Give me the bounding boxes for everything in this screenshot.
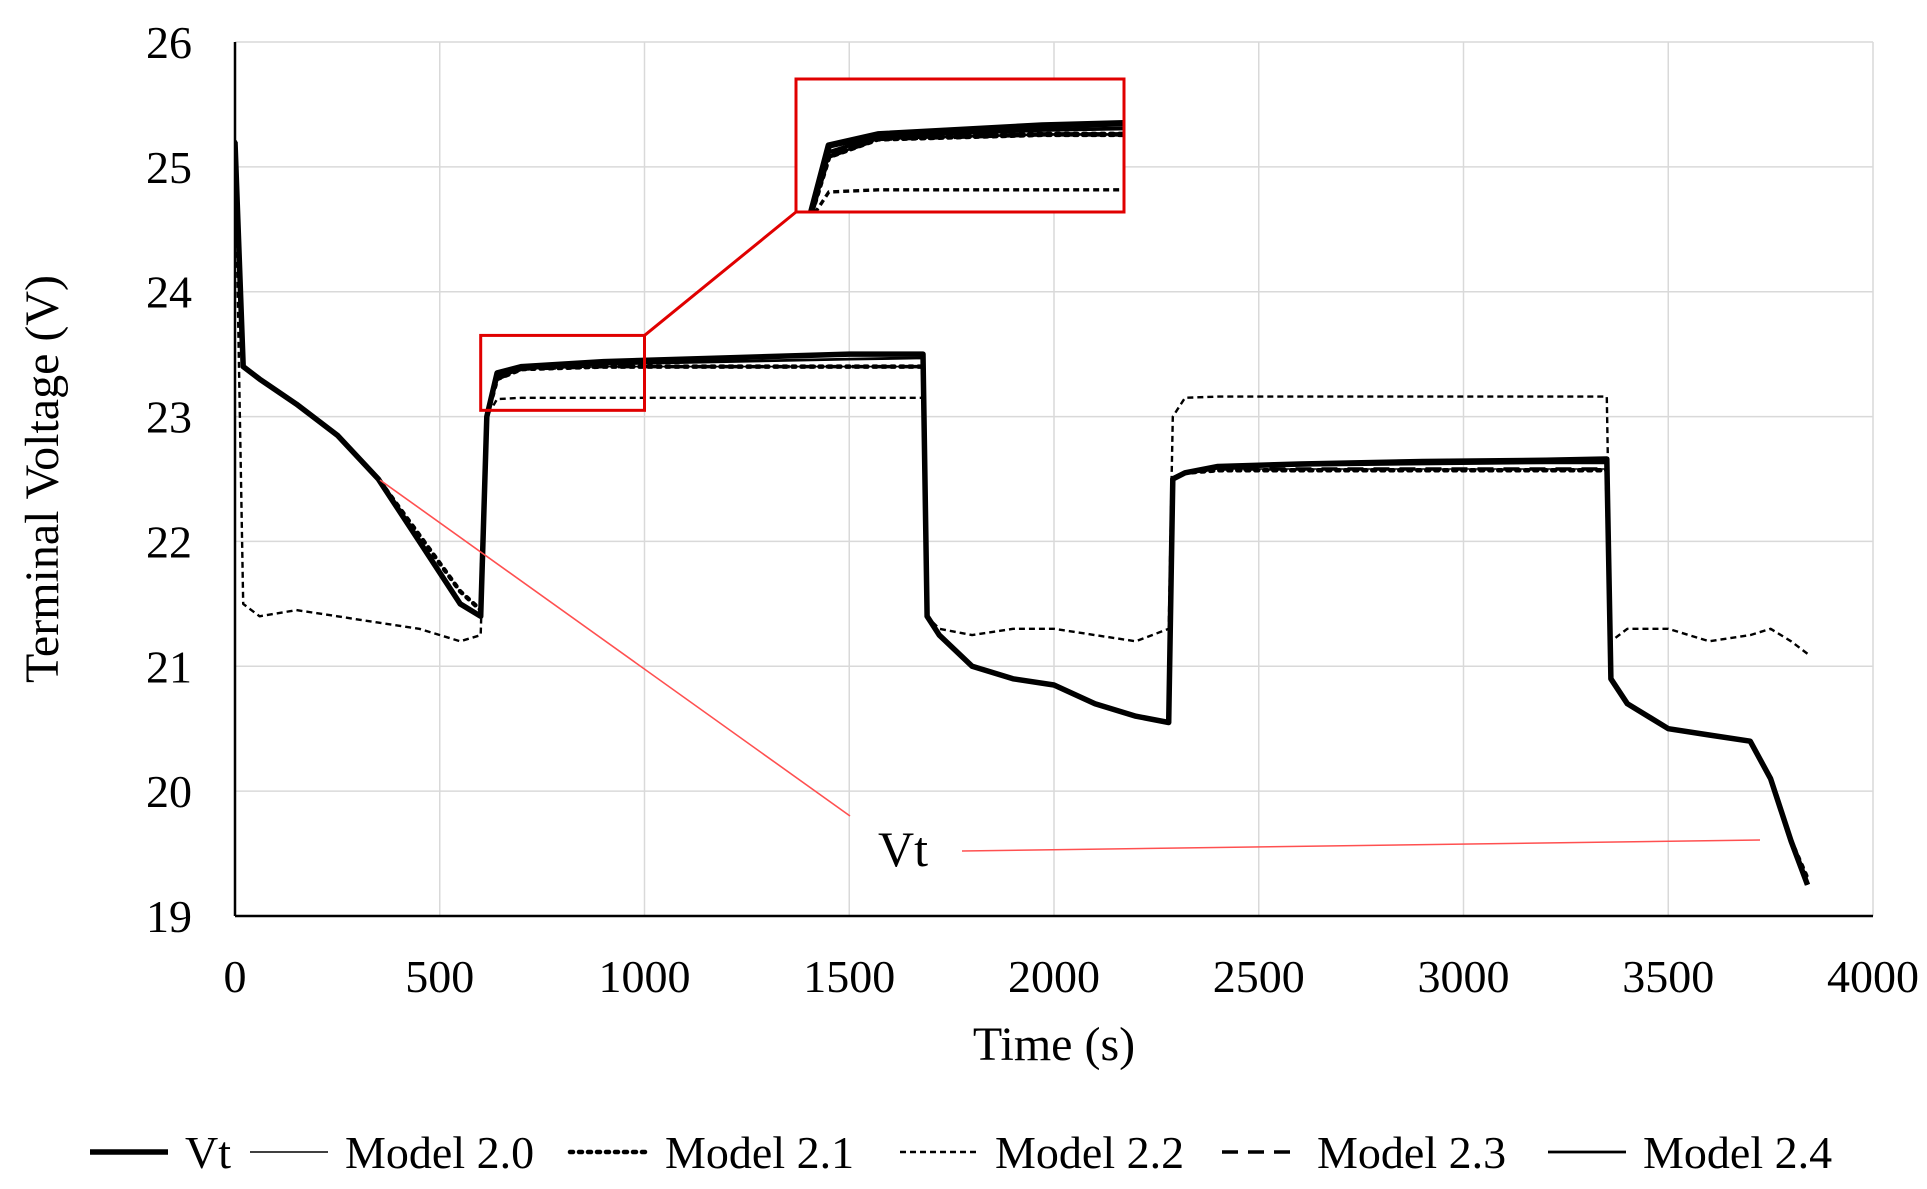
x-tick-label-6: 3000 <box>1418 951 1510 1002</box>
legend-label-model-2-1: Model 2.1 <box>665 1127 854 1178</box>
annotation-label: Vt <box>878 821 928 877</box>
x-tick-label-1: 500 <box>405 951 474 1002</box>
inset-box <box>794 77 1126 214</box>
x-tick-label-5: 2500 <box>1213 951 1305 1002</box>
series-model-2-4 <box>235 141 1809 886</box>
series-model-2-3 <box>235 141 1810 886</box>
y-axis-title: Terminal Voltage (V) <box>16 275 69 683</box>
x-tick-label-2: 1000 <box>599 951 691 1002</box>
legend-label-model-2-3: Model 2.3 <box>1317 1127 1506 1178</box>
legend-label-model-2-2: Model 2.2 <box>995 1127 1184 1178</box>
grid <box>234 41 1874 917</box>
legend-label-vt: Vt <box>185 1127 231 1178</box>
y-tick-label-5: 24 <box>146 267 192 318</box>
legend: Vt Model 2.0 Model 2.1 Model 2.2 Model 2.3 Mo… <box>90 1127 1832 1178</box>
zoom-connector-line <box>643 210 797 337</box>
annotation-leader-left <box>379 479 851 817</box>
x-tick-label-7: 3500 <box>1622 951 1714 1002</box>
x-tick-label-3: 1500 <box>803 951 895 1002</box>
y-tick-label-2: 21 <box>146 641 192 692</box>
y-tick-label-6: 25 <box>146 142 192 193</box>
y-tick-label-0: 19 <box>146 891 192 942</box>
x-tick-label-8: 4000 <box>1827 951 1919 1002</box>
x-tick-label-4: 2000 <box>1008 951 1100 1002</box>
y-tick-label-3: 22 <box>146 516 192 567</box>
y-tick-label-7: 26 <box>146 17 192 68</box>
tick-labels: 0 500 1000 1500 2000 2500 3000 3500 4000 19 20 21 22… <box>146 17 1919 1002</box>
legend-label-model-2-0: Model 2.0 <box>345 1127 534 1178</box>
legend-label-model-2-4: Model 2.4 <box>1643 1127 1832 1178</box>
x-tick-label-0: 0 <box>224 951 247 1002</box>
series-vt <box>235 141 1811 886</box>
zoom-source-box <box>479 333 647 412</box>
series-model-2-1 <box>235 139 1810 881</box>
x-axis-title: Time (s) <box>973 1018 1135 1071</box>
y-tick-label-4: 23 <box>146 392 192 443</box>
series-model-2-0 <box>235 141 1809 886</box>
series-group <box>235 139 1811 886</box>
axes <box>233 42 1873 918</box>
y-tick-label-1: 20 <box>146 766 192 817</box>
annotation-leader-right <box>961 839 1761 852</box>
series-model-2-2 <box>235 141 1809 655</box>
